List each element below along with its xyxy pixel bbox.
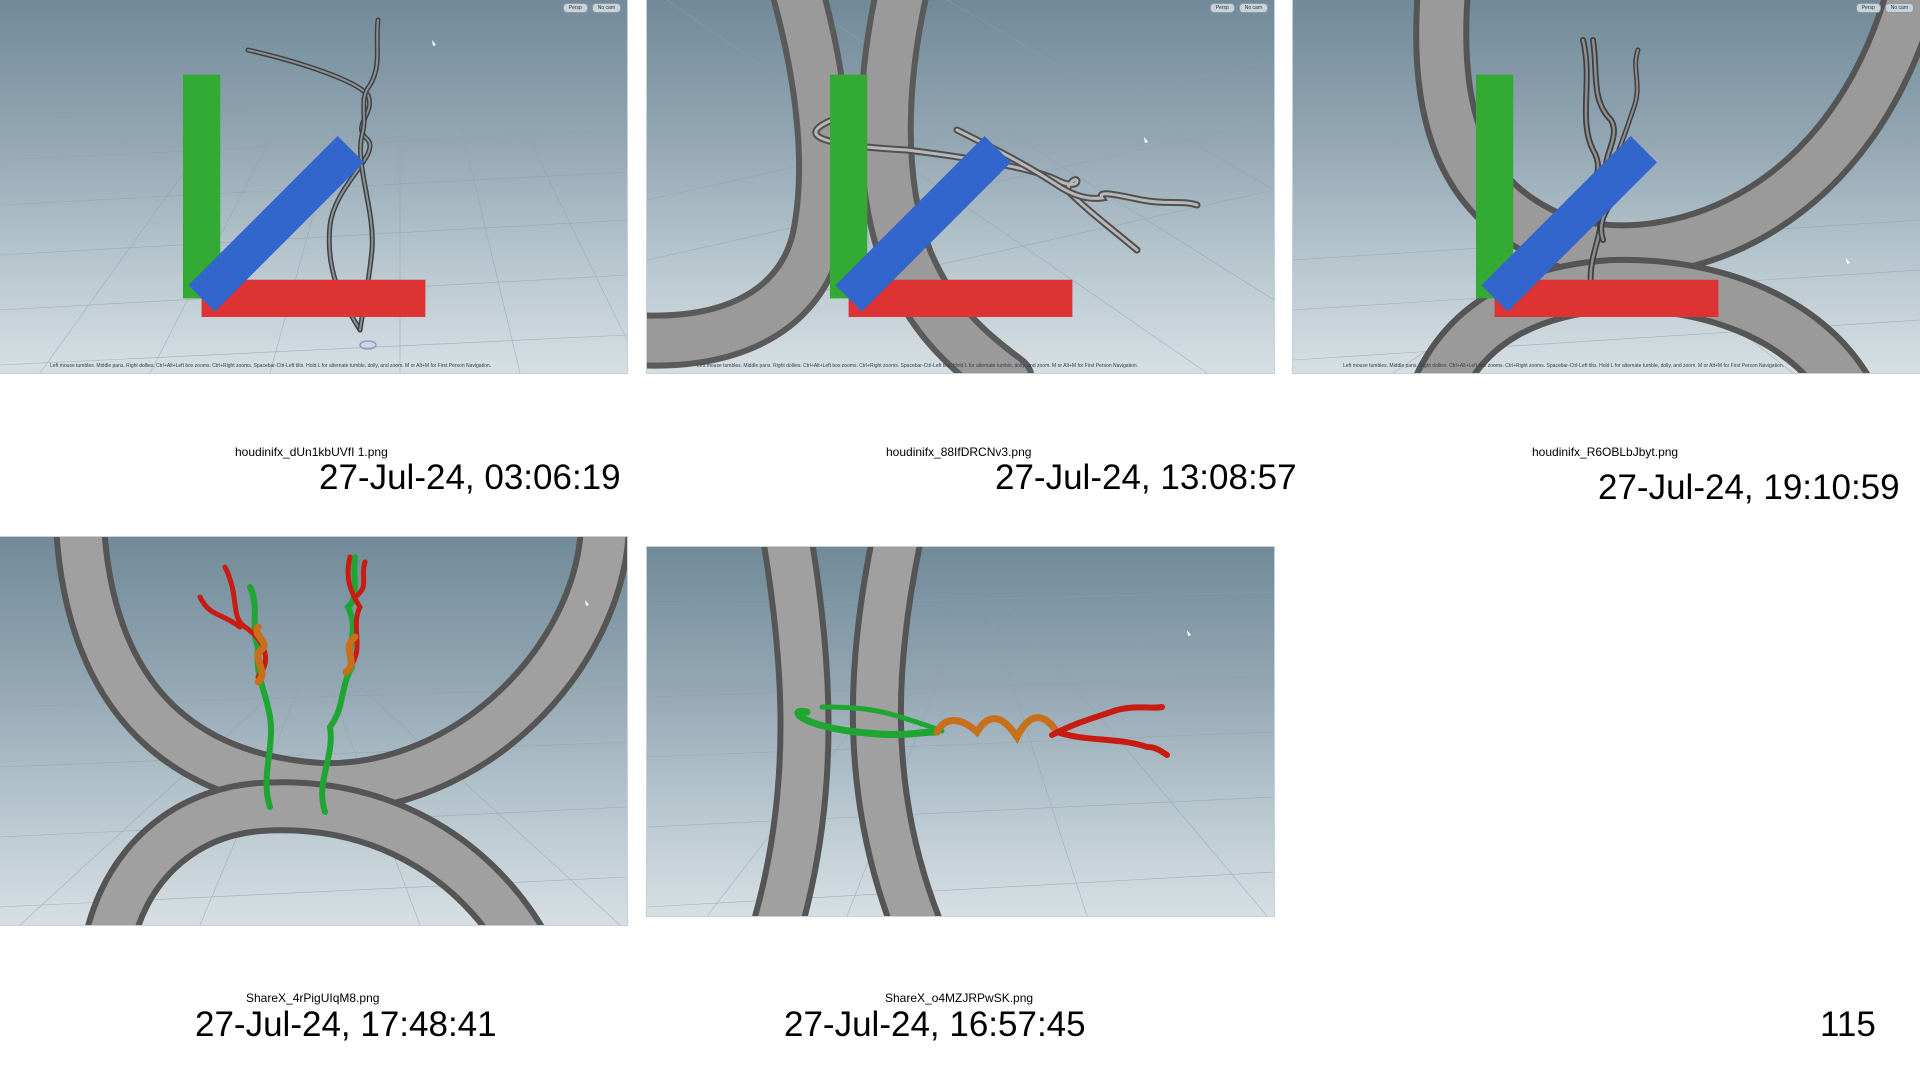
page-number: 115: [1820, 1005, 1876, 1044]
thumbnail-filename-2: houdinifx_88IfDRCNv3.png: [886, 445, 1032, 459]
screenshot-thumbnail-5[interactable]: [647, 547, 1274, 916]
viewport-render-4: [0, 537, 627, 925]
thumbnail-timestamp-4: 27-Jul-24, 17:48:41: [195, 1005, 497, 1044]
camera-menu-button[interactable]: No cam: [1238, 3, 1268, 13]
persp-menu-button[interactable]: Persp: [1855, 3, 1881, 13]
thumbnail-timestamp-5: 27-Jul-24, 16:57:45: [784, 1005, 1086, 1044]
camera-menu-button[interactable]: No cam: [591, 3, 621, 13]
axis-gizmo-icon: [829, 74, 1073, 318]
viewport-status-bar: Left mouse tumbles. Middle pans. Right d…: [697, 363, 1139, 369]
viewport-status-bar: Left mouse tumbles. Middle pans. Right d…: [1343, 363, 1785, 369]
screenshot-thumbnail-2[interactable]: Persp No cam Left mouse tumbles. Middle …: [647, 0, 1274, 373]
thumbnail-filename-1: houdinifx_dUn1kbUVfI 1.png: [235, 445, 388, 459]
screenshot-thumbnail-4[interactable]: [0, 537, 627, 925]
persp-menu-button[interactable]: Persp: [1209, 3, 1235, 13]
viewport-camera-menu[interactable]: Persp No cam: [1855, 3, 1914, 13]
viewport-camera-menu[interactable]: Persp No cam: [562, 3, 621, 13]
thumbnail-timestamp-3: 27-Jul-24, 19:10:59: [1598, 468, 1900, 507]
screenshot-thumbnail-1[interactable]: Persp No cam Left mouse tumbles. Middle …: [0, 0, 627, 373]
thumbnail-timestamp-1: 27-Jul-24, 03:06:19: [319, 458, 621, 497]
viewport-render-5: [647, 547, 1274, 916]
viewport-camera-menu[interactable]: Persp No cam: [1209, 3, 1268, 13]
persp-menu-button[interactable]: Persp: [562, 3, 588, 13]
thumbnail-filename-3: houdinifx_R6OBLbJbyt.png: [1532, 445, 1679, 459]
axis-gizmo-icon: [182, 74, 426, 318]
camera-menu-button[interactable]: No cam: [1884, 3, 1914, 13]
thumbnail-filename-4: ShareX_4rPigUIqM8.png: [246, 991, 380, 1005]
thumbnail-filename-5: ShareX_o4MZJRPwSK.png: [885, 991, 1034, 1005]
axis-gizmo-icon: [1475, 74, 1719, 318]
screenshot-thumbnail-3[interactable]: Persp No cam Left mouse tumbles. Middle …: [1293, 0, 1920, 373]
thumbnail-timestamp-2: 27-Jul-24, 13:08:57: [995, 458, 1297, 497]
viewport-status-bar: Left mouse tumbles. Middle pans. Right d…: [50, 363, 492, 369]
